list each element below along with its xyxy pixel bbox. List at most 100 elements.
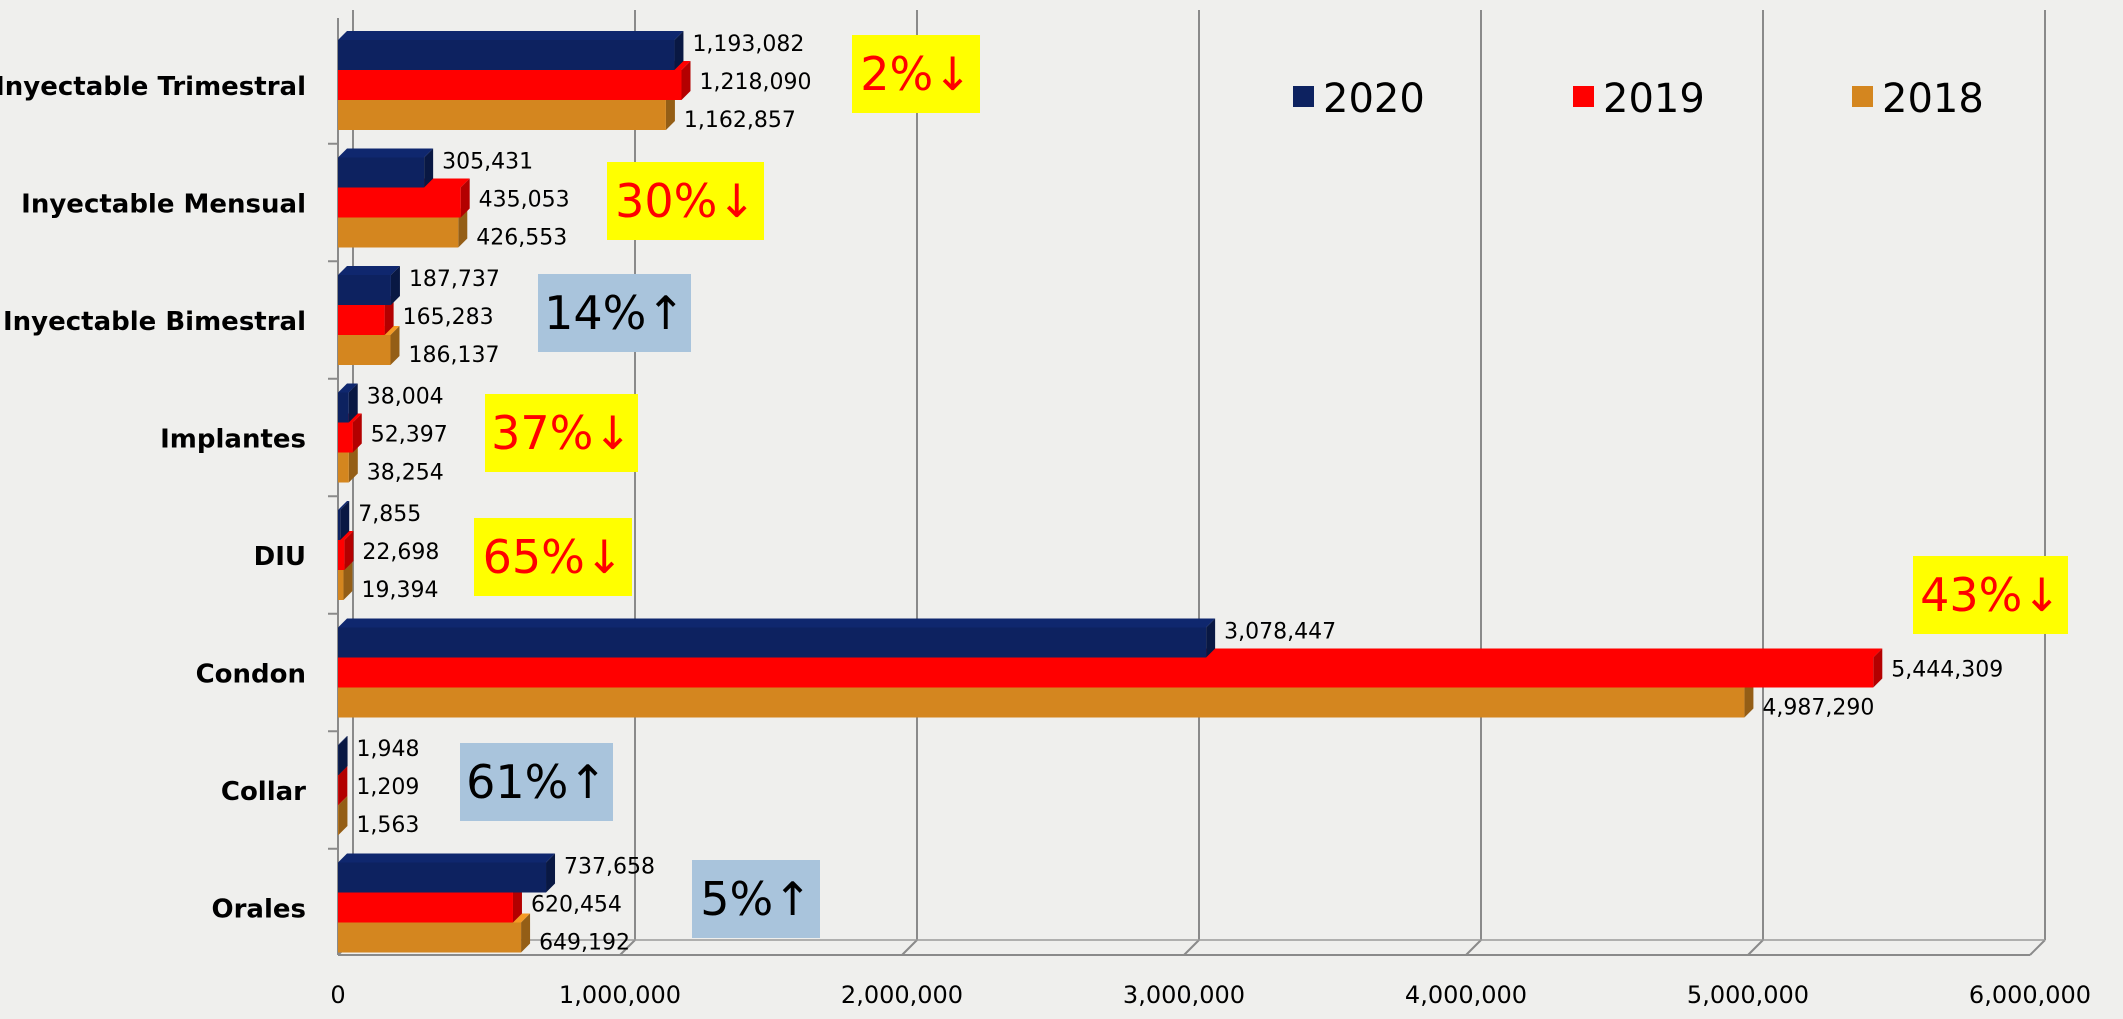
data-label: 1,948 bbox=[357, 737, 420, 762]
bar-front-face bbox=[338, 658, 1873, 688]
bar-front-face bbox=[338, 863, 546, 893]
data-label: 3,078,447 bbox=[1224, 620, 1336, 645]
data-label: 649,192 bbox=[539, 931, 630, 956]
data-label: 305,431 bbox=[442, 150, 533, 175]
legend: 2020 2019 2018 bbox=[1293, 76, 1984, 122]
bar-top-face bbox=[338, 31, 683, 40]
data-label: 38,254 bbox=[367, 461, 444, 486]
bar-front-face bbox=[338, 158, 424, 188]
gridline-foot bbox=[902, 940, 917, 955]
gridline-foot bbox=[1466, 940, 1481, 955]
data-label: 426,553 bbox=[476, 226, 567, 251]
bar bbox=[338, 149, 433, 188]
change-annotation: 14%↑ bbox=[538, 274, 691, 352]
category-label: Inyectable Bimestral bbox=[3, 307, 306, 337]
bar-front-face bbox=[338, 745, 339, 775]
annotation-text: 14%↑ bbox=[544, 286, 685, 340]
x-tick-label: 3,000,000 bbox=[1123, 981, 1245, 1009]
change-annotation: 5%↑ bbox=[692, 860, 820, 938]
data-label: 165,283 bbox=[403, 305, 494, 330]
annotation-text: 2%↓ bbox=[860, 47, 972, 101]
legend-label: 2018 bbox=[1882, 76, 1984, 122]
annotation-text: 43%↓ bbox=[1920, 568, 2061, 622]
gridline-foot bbox=[1748, 940, 1763, 955]
category-label: Inyectable Mensual bbox=[21, 190, 306, 220]
data-label: 187,737 bbox=[409, 267, 500, 292]
bar-front-face bbox=[338, 100, 666, 130]
legend-item: 2019 bbox=[1573, 76, 1705, 122]
bar-front-face bbox=[338, 923, 521, 953]
data-label: 52,397 bbox=[371, 423, 448, 448]
x-tick-label: 4,000,000 bbox=[1405, 981, 1527, 1009]
bar bbox=[338, 854, 555, 893]
data-label: 620,454 bbox=[531, 893, 622, 918]
x-tick-label: 1,000,000 bbox=[559, 981, 681, 1009]
legend-swatch bbox=[1573, 86, 1594, 107]
annotation-text: 61%↑ bbox=[466, 755, 607, 809]
bar bbox=[338, 619, 1215, 658]
data-label: 19,394 bbox=[361, 578, 438, 603]
legend-item: 2020 bbox=[1293, 76, 1425, 122]
category-label: DIU bbox=[254, 542, 306, 572]
bar-front-face bbox=[338, 305, 385, 335]
bar-front-face bbox=[338, 453, 349, 483]
bar bbox=[338, 31, 683, 70]
change-annotation: 65%↓ bbox=[474, 518, 632, 596]
category-label: Condon bbox=[196, 660, 306, 690]
legend-label: 2020 bbox=[1323, 76, 1425, 122]
bar-front-face bbox=[338, 40, 674, 70]
change-annotation: 43%↓ bbox=[1913, 556, 2068, 634]
data-label: 1,563 bbox=[356, 813, 419, 838]
annotation-text: 37%↓ bbox=[491, 406, 632, 460]
data-label: 4,987,290 bbox=[1762, 696, 1874, 721]
legend-swatch bbox=[1293, 86, 1314, 107]
data-label: 1,209 bbox=[356, 775, 419, 800]
axes: 0 1,000,000 2,000,000 3,000,000 4,000,000 5,0… bbox=[0, 18, 2091, 1009]
data-label: 186,137 bbox=[408, 343, 499, 368]
bar-front-face bbox=[338, 570, 343, 600]
change-annotation: 30%↓ bbox=[607, 162, 764, 240]
bar-top-face bbox=[338, 149, 433, 158]
data-label: 1,162,857 bbox=[684, 108, 796, 133]
bar-top-face bbox=[338, 619, 1215, 628]
bar-front-face bbox=[338, 423, 353, 453]
gridline-foot bbox=[1184, 940, 1199, 955]
change-annotation: 37%↓ bbox=[485, 394, 638, 472]
bar-front-face bbox=[338, 275, 391, 305]
bar-front-face bbox=[338, 393, 349, 423]
data-label: 737,658 bbox=[564, 855, 655, 880]
bar-front-face bbox=[338, 688, 1744, 718]
legend-label: 2019 bbox=[1603, 76, 1705, 122]
bar-front-face bbox=[338, 70, 682, 100]
annotations: 2%↓ 30%↓ 14%↑ 37%↓ 65%↓ 43%↓ 61%↑ 5%↑ bbox=[460, 35, 2068, 938]
data-label: 38,004 bbox=[367, 385, 444, 410]
bar-front-face bbox=[338, 540, 344, 570]
bar-top-face bbox=[338, 266, 400, 275]
x-tick-label: 2,000,000 bbox=[841, 981, 963, 1009]
data-label: 22,698 bbox=[362, 540, 439, 565]
annotation-text: 5%↑ bbox=[700, 872, 812, 926]
bar-front-face bbox=[338, 335, 390, 365]
legend-swatch bbox=[1852, 86, 1873, 107]
bar-front-face bbox=[338, 188, 461, 218]
category-label: Inyectable Trimestral bbox=[0, 72, 306, 102]
data-label: 5,444,309 bbox=[1891, 658, 2003, 683]
category-label: Collar bbox=[221, 777, 306, 807]
data-label: 1,193,082 bbox=[692, 32, 804, 57]
annotation-text: 65%↓ bbox=[483, 530, 624, 584]
x-tick-label: 5,000,000 bbox=[1687, 981, 1809, 1009]
data-label: 435,053 bbox=[479, 188, 570, 213]
legend-item: 2018 bbox=[1852, 76, 1984, 122]
annotation-text: 30%↓ bbox=[615, 174, 756, 228]
bar bbox=[338, 266, 400, 305]
data-label: 7,855 bbox=[358, 502, 421, 527]
x-tick-label: 0 bbox=[330, 981, 345, 1009]
change-annotation: 2%↓ bbox=[852, 35, 980, 113]
data-label: 1,218,090 bbox=[700, 70, 812, 95]
gridline-foot bbox=[2030, 940, 2045, 955]
x-tick-label: 6,000,000 bbox=[1969, 981, 2091, 1009]
bar-front-face bbox=[338, 218, 458, 248]
bar-top-face bbox=[338, 854, 555, 863]
